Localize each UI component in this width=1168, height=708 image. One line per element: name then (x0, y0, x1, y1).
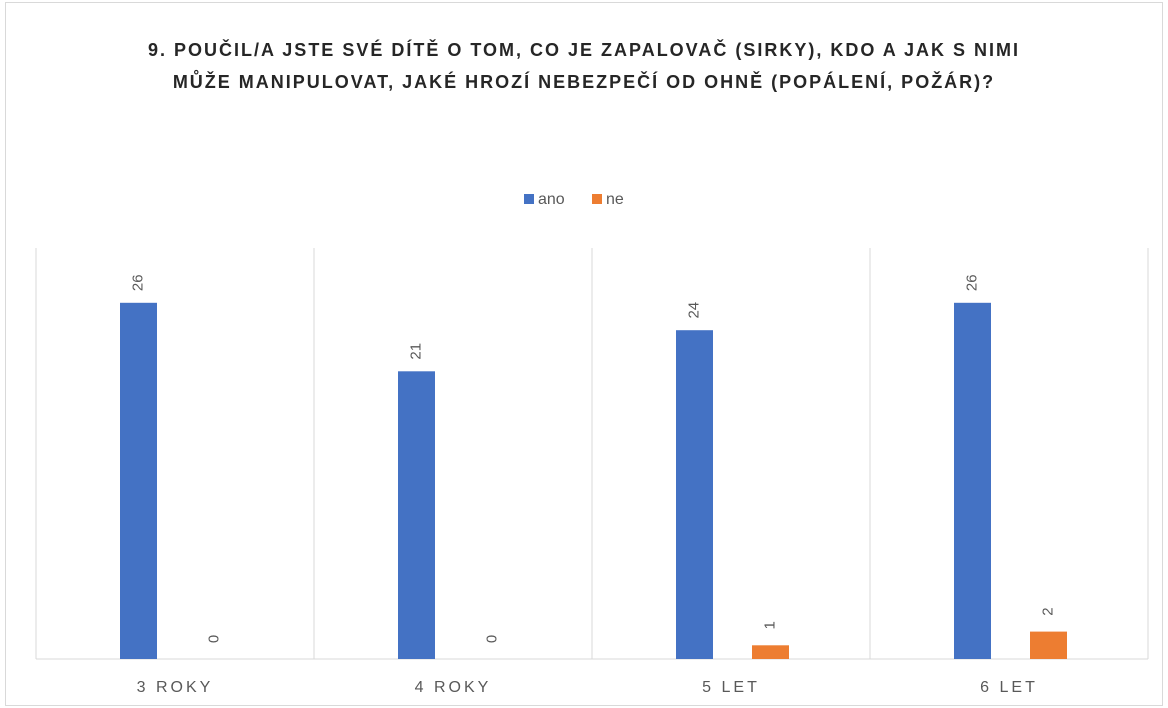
data-label: 21 (407, 343, 424, 360)
data-label: 26 (963, 274, 980, 291)
data-label: 0 (483, 635, 500, 643)
data-label: 26 (129, 274, 146, 291)
bar (676, 330, 713, 659)
chart-border (5, 2, 1163, 706)
chart-title: 9. POUČIL/A JSTE SVÉ DÍTĚ O TOM, CO JE Z… (147, 40, 1021, 92)
data-label: 0 (205, 635, 222, 643)
bar (398, 371, 435, 659)
x-tick-label: 5 LET (702, 679, 760, 696)
data-label: 1 (761, 621, 778, 629)
x-tick-label: 4 ROKY (415, 679, 492, 696)
legend-label: ano (538, 191, 565, 208)
bar (120, 302, 157, 659)
x-tick-label: 3 ROKY (137, 679, 214, 696)
bar (752, 645, 789, 659)
legend-swatch (524, 194, 534, 204)
data-label: 2 (1039, 607, 1056, 615)
bar (1030, 631, 1067, 659)
data-label: 24 (685, 302, 702, 319)
bar (954, 302, 991, 659)
legend-label: ne (606, 191, 624, 208)
x-tick-label: 6 LET (980, 679, 1038, 696)
legend-swatch (592, 194, 602, 204)
